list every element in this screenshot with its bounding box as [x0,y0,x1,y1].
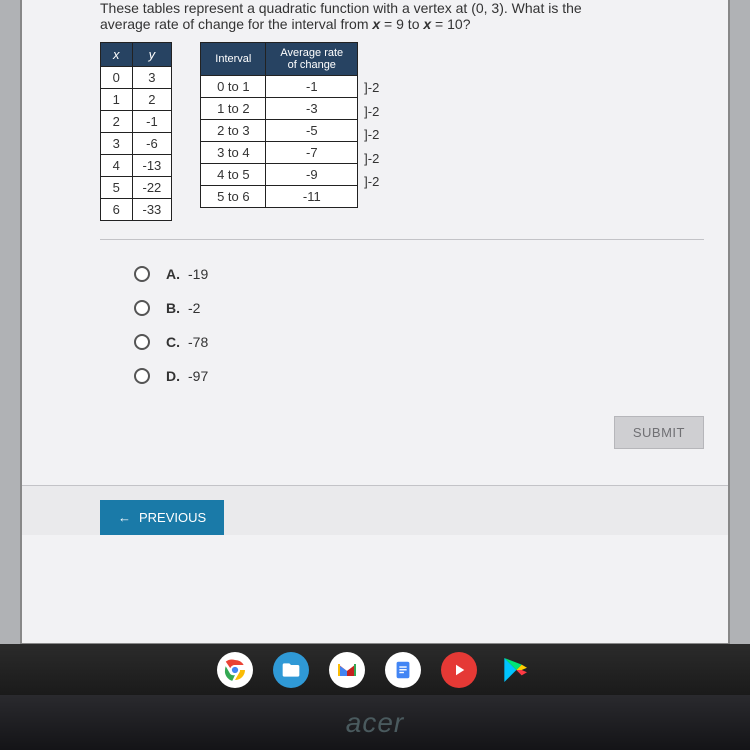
question-line1: These tables represent a quadratic funct… [100,0,582,16]
table-row: 4-13 [101,155,172,177]
answer-b[interactable]: B. -2 [134,300,704,316]
table-row: 3-6 [101,133,172,155]
arrow-left-icon: ← [118,510,131,525]
table-row: 12 [101,89,172,111]
table-row: 5 to 6-11 [201,186,358,208]
submit-button[interactable]: SUBMIT [614,416,704,449]
laptop-bezel: acer [0,695,750,750]
answer-letter: B. [166,300,180,316]
question-line2a: average rate of change for the interval … [100,16,372,32]
answer-c[interactable]: C. -78 [134,334,704,350]
question-area: These tables represent a quadratic funct… [22,0,728,459]
answer-letter: A. [166,266,180,282]
tables-row: x y 03 12 2-1 3-6 4-13 5-22 6-33 Interva… [100,42,704,221]
table-row: 1 to 2-3 [201,98,358,120]
previous-button[interactable]: ← PREVIOUS [100,500,224,535]
xy-head-x: x [101,43,133,67]
table-row: 0 to 1-1 [201,76,358,98]
app-window: These tables represent a quadratic funct… [20,0,730,645]
table-row: 5-22 [101,177,172,199]
brand-logo: acer [346,707,404,739]
answer-choices: A. -19 B. -2 C. -78 D. -97 [134,266,704,384]
roc-head-rate: Average rate of change [266,43,358,76]
roc-head-interval: Interval [201,43,266,76]
answer-text: -2 [188,300,200,316]
docs-icon[interactable] [385,652,421,688]
answer-text: -97 [188,368,208,384]
var-x2: x [423,16,431,32]
table-row: 2-1 [101,111,172,133]
taskbar [0,644,750,696]
roc-wrap: Interval Average rate of change 0 to 1-1… [200,42,379,208]
radio-b[interactable] [134,300,150,316]
table-row: 4 to 5-9 [201,164,358,186]
play-store-icon[interactable] [497,652,533,688]
radio-c[interactable] [134,334,150,350]
chrome-icon[interactable] [217,652,253,688]
answer-text: -19 [188,266,208,282]
answer-letter: C. [166,334,180,350]
answer-a[interactable]: A. -19 [134,266,704,282]
question-line2e: = 10? [431,16,470,32]
files-icon[interactable] [273,652,309,688]
answer-text: -78 [188,334,208,350]
roc-table: Interval Average rate of change 0 to 1-1… [200,42,358,208]
bracket-annotations: ]-2 ]-2 ]-2 ]-2 ]-2 [364,42,379,208]
radio-a[interactable] [134,266,150,282]
radio-d[interactable] [134,368,150,384]
divider [100,239,704,240]
bottom-bar: ← PREVIOUS [22,485,728,535]
answer-letter: D. [166,368,180,384]
var-x: x [372,16,380,32]
xy-table: x y 03 12 2-1 3-6 4-13 5-22 6-33 [100,42,172,221]
gmail-icon[interactable] [329,652,365,688]
table-row: 3 to 4-7 [201,142,358,164]
answer-d[interactable]: D. -97 [134,368,704,384]
previous-label: PREVIOUS [139,510,206,525]
youtube-icon[interactable] [441,652,477,688]
question-text: These tables represent a quadratic funct… [100,0,704,32]
table-row: 03 [101,67,172,89]
xy-head-y: y [132,43,172,67]
table-row: 6-33 [101,199,172,221]
submit-area: SUBMIT [100,416,704,449]
table-row: 2 to 3-5 [201,120,358,142]
question-line2c: = 9 to [380,16,423,32]
